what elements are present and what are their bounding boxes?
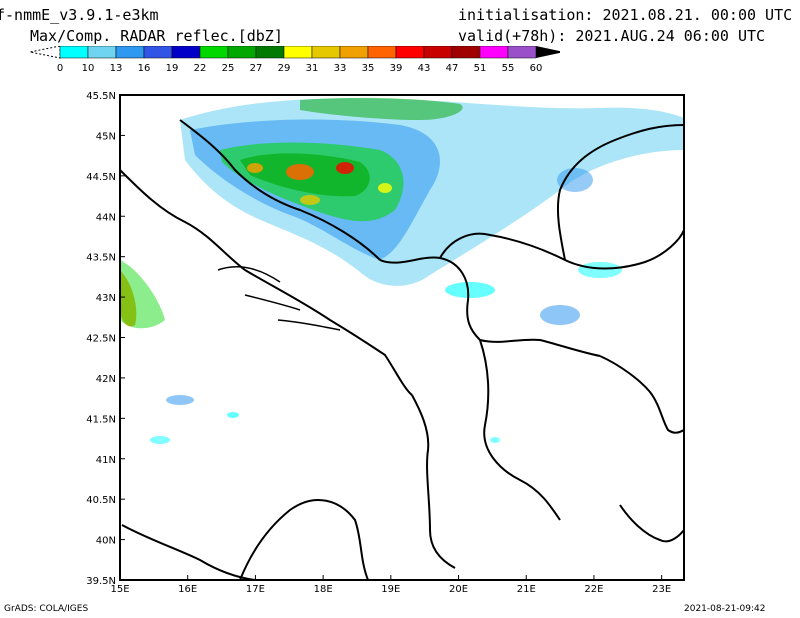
lon-tick-label: 23E [652,584,671,595]
latitude-axis: 45.5N 45N 44.5N 44N 43.5N 43N 42.5N 42N 41.5N 41N… [86,91,125,587]
lon-tick-label: 19E [381,584,400,595]
colorbar-tick-label: 31 [306,63,319,74]
longitude-axis: 15E 16E 17E 18E 19E 20E 21E 22E 23E [110,575,671,595]
initialisation-time: initialisation: 2021.08.21. 00:00 UTC [458,6,793,24]
colorbar-tick-label: 39 [390,63,403,74]
colorbar-tick-label: 10 [82,63,95,74]
lat-tick-label: 39.5N [86,576,116,587]
colorbar-tick-label: 47 [446,63,459,74]
colorbar-tick-label: 55 [502,63,515,74]
coastlines-borders [119,119,685,581]
colorbar-tick-label: 22 [194,63,207,74]
colorbar-tick-label: 51 [474,63,487,74]
colorbar-tick-label: 29 [278,63,291,74]
colorbar-tick-label: 35 [362,63,375,74]
colorbar-tick-label: 16 [138,63,151,74]
lat-tick-label: 40.5N [86,495,116,506]
lon-tick-label: 20E [449,584,468,595]
colorbar-underflow [29,46,61,59]
lat-tick-label: 43N [96,293,116,304]
lat-tick-label: 41N [96,455,116,466]
lat-tick-label: 45.5N [86,91,116,102]
lat-tick-label: 43.5N [86,253,116,264]
lat-tick-label: 40N [96,536,116,547]
lon-tick-label: 22E [584,584,603,595]
lat-tick-label: 44.5N [86,172,116,183]
colorbar-tick-label: 19 [166,63,179,74]
colorbar-tick-label: 60 [530,63,543,74]
colorbar-tick-label: 25 [222,63,235,74]
lat-tick-label: 42N [96,374,116,385]
lon-tick-label: 21E [517,584,536,595]
valid-time: valid(+78h): 2021.AUG.24 06:00 UTC [458,27,766,45]
lon-tick-label: 17E [246,584,265,595]
colorbar-tick-label: 13 [110,63,123,74]
lon-tick-label: 16E [178,584,197,595]
product-title: Max/Comp. RADAR reflec.[dbZ] [30,27,283,45]
colorbar-tick-label: 27 [250,63,263,74]
model-title: f-nmmE_v3.9.1-e3km [0,6,159,24]
lat-tick-label: 45N [96,131,116,142]
dbz-colorbar: 0 10 13 16 19 22 25 27 29 31 33 35 39 43 47 51 55 60 [29,46,560,74]
run-timestamp: 2021-08-21-09:42 [684,604,766,614]
lon-tick-label: 18E [314,584,333,595]
colorbar-tick-label: 0 [57,63,63,74]
lat-tick-label: 42.5N [86,334,116,345]
radar-echoes [120,97,684,444]
colorbar-swatch [536,46,560,58]
colorbar-tick-label: 33 [334,63,347,74]
colorbar-tick-label: 43 [418,63,431,74]
lon-tick-label: 15E [110,584,129,595]
grads-credit: GrADS: COLA/IGES [4,604,89,614]
lat-tick-label: 41.5N [86,414,116,425]
lat-tick-label: 44N [96,212,116,223]
